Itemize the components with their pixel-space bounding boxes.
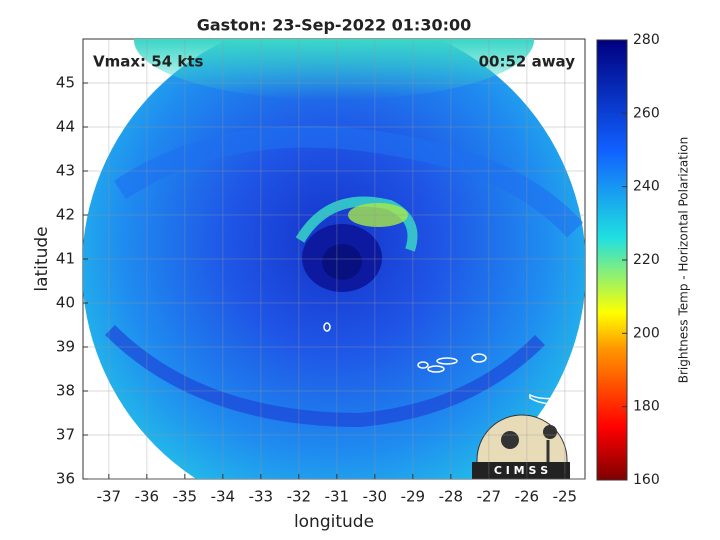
colorbar-tick-label: 260	[633, 105, 660, 121]
logo-text: C I M S S	[494, 464, 548, 477]
x-tick-label: -27	[477, 488, 502, 506]
x-tick-label: -28	[439, 488, 464, 506]
annotation: Vmax: 54 kts	[93, 53, 203, 71]
y-tick-label: 40	[56, 294, 75, 312]
x-tick-label: -33	[249, 488, 274, 506]
y-tick-label: 43	[56, 162, 75, 180]
x-tick-label: -26	[515, 488, 540, 506]
colorbar-label: Brightness Temp - Horizontal Polarizatio…	[677, 137, 691, 384]
x-tick-label: -36	[135, 488, 160, 506]
x-tick-label: -25	[553, 488, 578, 506]
chart-title: Gaston: 23-Sep-2022 01:30:00	[197, 16, 472, 35]
y-tick-label: 36	[56, 470, 75, 488]
y-axis-label: latitude	[32, 226, 52, 291]
annotation: 00:52 away	[479, 53, 576, 71]
x-tick-label: -29	[401, 488, 426, 506]
colorbar-tick-label: 180	[633, 399, 660, 415]
y-tick-label: 38	[56, 382, 75, 400]
y-tick-label: 37	[56, 426, 75, 444]
colorbar-tick-label: 280	[633, 32, 660, 48]
colorbar-tick-label: 160	[633, 472, 660, 488]
colorbar-tick-label: 200	[633, 325, 660, 341]
y-tick-label: 42	[56, 206, 75, 224]
x-tick-label: -31	[325, 488, 350, 506]
colorbar-tick-label: 240	[633, 179, 660, 195]
colorbar-tick-label: 220	[633, 252, 660, 268]
x-tick-label: -35	[173, 488, 198, 506]
x-tick-label: -37	[97, 488, 122, 506]
y-tick-label: 39	[56, 338, 75, 356]
x-tick-label: -30	[363, 488, 388, 506]
x-tick-label: -34	[211, 488, 236, 506]
cimss-logo: C I M S S	[472, 414, 570, 479]
satellite-image	[83, 39, 585, 479]
y-tick-label: 41	[56, 250, 75, 268]
x-tick-label: -32	[287, 488, 312, 506]
y-tick-label: 45	[56, 74, 75, 92]
y-tick-label: 44	[56, 118, 75, 136]
x-axis-label: longitude	[294, 512, 374, 532]
